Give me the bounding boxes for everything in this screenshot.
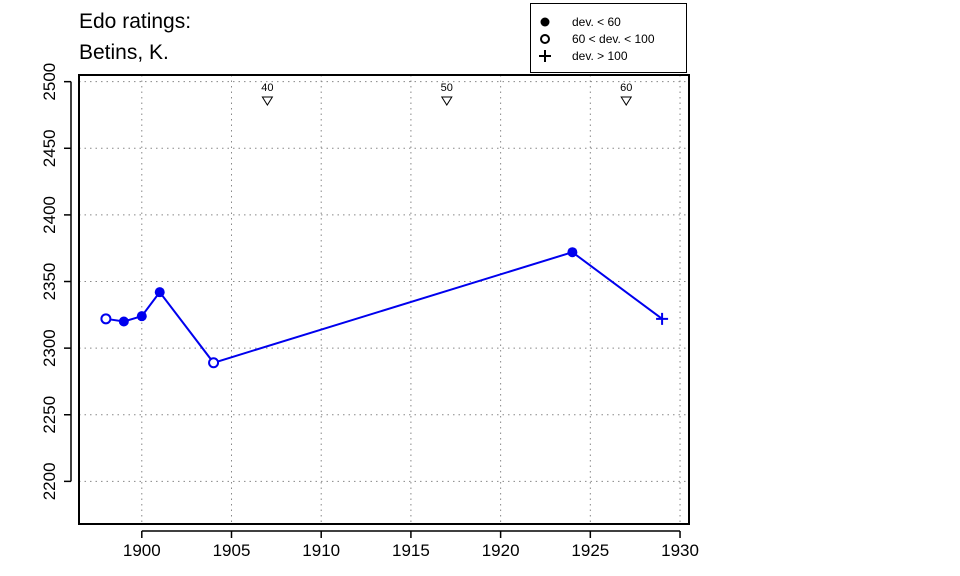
x-tick-label: 1930 <box>661 541 699 560</box>
annotation-marker <box>440 96 453 106</box>
y-tick-label: 2500 <box>40 63 59 101</box>
x-tick-label: 1910 <box>302 541 340 560</box>
y-tick-label: 2350 <box>40 263 59 301</box>
series <box>100 247 669 369</box>
annotation-label: 50 <box>441 82 453 94</box>
legend-label: dev. > 100 <box>572 49 628 63</box>
data-point <box>656 312 669 325</box>
data-point <box>208 357 220 369</box>
x-tick-label: 1905 <box>213 541 251 560</box>
x-tick-label: 1920 <box>482 541 520 560</box>
data-point <box>567 247 578 258</box>
legend-item-open: 60 < dev. < 100 <box>531 31 686 47</box>
annotation-marker <box>620 96 633 106</box>
data-point <box>118 316 129 327</box>
x-tick-label: 1900 <box>123 541 161 560</box>
legend: dev. < 60 60 < dev. < 100 dev. > 100 <box>530 3 687 73</box>
axes: 1900 1905 1910 1915 1920 1925 1930 2200 2250 2300… <box>40 63 699 560</box>
plot-frame <box>78 74 690 525</box>
grid <box>79 75 689 524</box>
x-tick-label: 1915 <box>392 541 430 560</box>
filled-circle-icon <box>540 17 550 27</box>
legend-label: 60 < dev. < 100 <box>572 32 655 46</box>
annotation-label: 60 <box>620 82 632 94</box>
series-line <box>105 251 663 364</box>
y-tick-label: 2450 <box>40 129 59 167</box>
legend-item-filled: dev. < 60 <box>531 14 686 30</box>
legend-item-plus: dev. > 100 <box>531 48 686 64</box>
y-tick-label: 2250 <box>40 396 59 434</box>
chart-title-line-2: Betins, K. <box>79 41 169 64</box>
x-tick-label: 1925 <box>571 541 609 560</box>
annotations: 40 50 60 <box>261 82 633 106</box>
data-point <box>136 311 147 322</box>
legend-label: dev. < 60 <box>572 15 621 29</box>
data-point <box>100 313 112 325</box>
y-tick-label: 2400 <box>40 196 59 234</box>
data-point <box>154 287 165 298</box>
y-tick-label: 2200 <box>40 462 59 500</box>
annotation-label: 40 <box>261 82 273 94</box>
plus-icon <box>539 50 551 62</box>
annotation-marker <box>261 96 274 106</box>
open-circle-icon <box>540 34 550 44</box>
chart-title-line-1: Edo ratings: <box>79 10 192 33</box>
y-tick-label: 2300 <box>40 329 59 367</box>
